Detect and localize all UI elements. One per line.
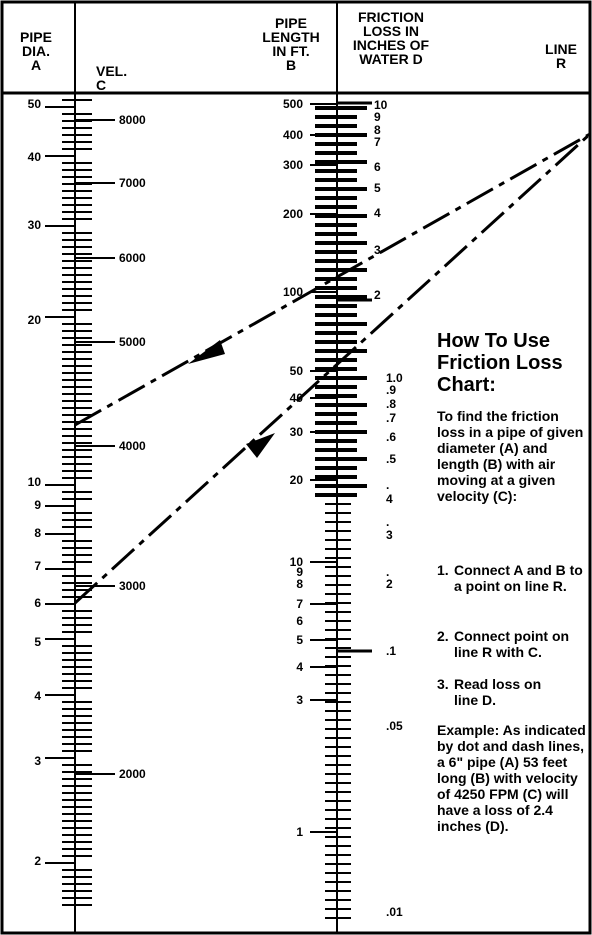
header-velocity: VEL. C [96, 63, 128, 93]
scale-label: 6000 [119, 251, 146, 265]
step-3-number: 3. [437, 676, 449, 692]
scale-label: 50 [27, 97, 41, 111]
scale-label: 5 [34, 635, 41, 649]
scale-label: 2 [386, 577, 393, 591]
scale-label: 40 [27, 150, 41, 164]
scale-label: 4000 [119, 439, 146, 453]
scale-label: 100 [282, 285, 303, 299]
scale-label: 10 [289, 555, 303, 569]
scale-label: 3000 [119, 579, 146, 593]
scale-label: 20 [27, 313, 41, 327]
scale-label: 8 [34, 526, 41, 540]
scale-label: 9 [34, 498, 41, 512]
header-friction-loss: FRICTION LOSS IN INCHES OF WATER D [352, 9, 430, 67]
scale-label: 7 [34, 559, 41, 573]
how-to-title: How To Use Friction Loss Chart: [437, 330, 563, 396]
scale-label: .1 [386, 644, 397, 658]
example-text: Example: As indicated by dot and dash li… [437, 722, 586, 834]
scale-label: 9 [296, 565, 303, 579]
line-a-to-r [74, 132, 591, 427]
scale-label: 4 [374, 206, 381, 220]
scale-label: 1 [296, 825, 303, 839]
step-1-text: Connect A and B to a point on line R. [454, 562, 583, 594]
scale-label: .7 [386, 411, 397, 425]
scale-label: 20 [289, 473, 303, 487]
scale-label: 1.0 [386, 371, 403, 385]
scale-label: . [386, 515, 390, 529]
step-3-text: Read loss on line D. [454, 676, 542, 708]
scale-label: 3 [34, 754, 41, 768]
scale-label: .5 [386, 452, 397, 466]
scale-label: 7000 [119, 176, 146, 190]
scale-label: 500 [282, 97, 303, 111]
scale-label: 300 [282, 158, 303, 172]
scale-label: .01 [386, 905, 403, 919]
scale-label: 10 [374, 98, 388, 112]
scale-label: 3 [386, 528, 393, 542]
scale-label: 10 [27, 475, 41, 489]
scale-label: .8 [386, 397, 397, 411]
line-c-to-r [73, 132, 592, 605]
step-2-number: 2. [437, 628, 449, 644]
scale-label: 8000 [119, 113, 146, 127]
scale-label: 5 [374, 181, 381, 195]
step-2-text: Connect point on line R with C. [454, 628, 570, 660]
scale-label: .9 [386, 383, 397, 397]
example-lines [73, 132, 592, 605]
header-line-r: LINE R [545, 41, 577, 71]
arrow-up [246, 433, 275, 458]
header-pipe-dia: PIPE DIA. A [20, 29, 52, 73]
scale-label: 400 [282, 128, 303, 142]
scale-label: 6 [34, 596, 41, 610]
arrow-left [188, 340, 225, 364]
how-to-intro: To find the friction loss in a pipe of g… [437, 408, 584, 504]
scale-label: .6 [386, 430, 397, 444]
scale-label: 4 [386, 492, 393, 506]
scale-label: 50 [289, 364, 303, 378]
scale-label: 9 [374, 110, 381, 124]
scale-label: 2 [374, 288, 381, 302]
scale-label: .05 [386, 719, 403, 733]
step-1-number: 1. [437, 562, 449, 578]
scale-label: . [386, 565, 390, 579]
scale-label: 7 [374, 135, 381, 149]
scale-label: 2 [34, 854, 41, 868]
header-pipe-length: PIPE LENGTH IN FT. B [262, 15, 320, 73]
scale-label: 30 [27, 218, 41, 232]
scale-label: 8 [296, 577, 303, 591]
scale-label: 5 [296, 633, 303, 647]
scale-label: 3 [296, 693, 303, 707]
scale-label: 8 [374, 123, 381, 137]
scale-label: 6 [374, 160, 381, 174]
scale-label: 2000 [119, 767, 146, 781]
scale-label: 40 [289, 391, 303, 405]
scale-label: 200 [282, 207, 303, 221]
scale-label: 6 [296, 614, 303, 628]
scale-label: 30 [289, 425, 303, 439]
scale-label: 3 [374, 243, 381, 257]
scale-label: 7 [296, 597, 303, 611]
scale-label: . [386, 478, 390, 492]
scale-label: 4 [296, 660, 303, 674]
scale-label: 5000 [119, 335, 146, 349]
scale-label: 4 [34, 689, 41, 703]
